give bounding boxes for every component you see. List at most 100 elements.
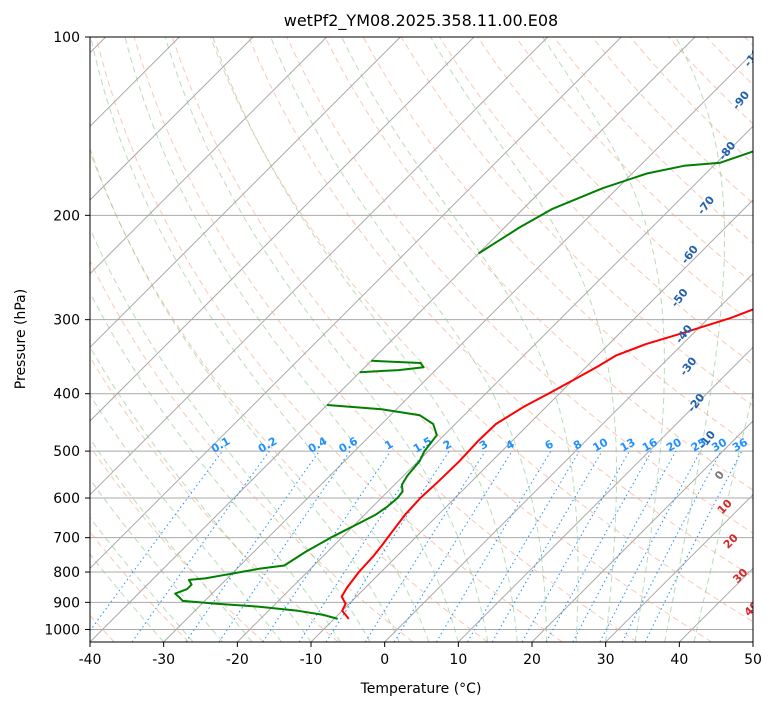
y-tick-label: 600 [53, 491, 80, 507]
chart-title: wetPf2_YM08.2025.358.11.00.E08 [284, 11, 558, 31]
dry-adiabat-label: -20 [685, 391, 708, 415]
isotherm-line [384, 272, 753, 642]
isotherm-line [90, 37, 549, 496]
dry-adiabat-label: -90 [730, 88, 753, 112]
x-axis: -40 -30 -20 -10 0 10 20 30 40 50 [79, 642, 762, 668]
moist-adiabat-label: 20 [721, 531, 741, 551]
dry-adiabat-label: -50 [668, 286, 691, 310]
mixing-ratio-line [467, 450, 580, 642]
isotherm-line [90, 37, 328, 275]
mixing-ratio-line [435, 450, 552, 642]
dry-adiabat-label: -60 [679, 243, 702, 267]
moist-adiabat-line [664, 37, 726, 642]
dry-adiabat-line [133, 37, 638, 642]
dewpoint-profile-line [477, 150, 753, 255]
moist-adiabat-line [542, 37, 665, 642]
mixing-ratio-line [364, 450, 486, 642]
y-tick-label: 900 [53, 595, 80, 611]
dry-adiabat-line [90, 259, 414, 642]
moist-adiabat-line [212, 37, 518, 642]
moist-adiabat-label: 30 [730, 566, 750, 586]
mixing-ratio-line [298, 450, 425, 642]
dry-adiabat-line [515, 37, 753, 284]
y-tick-label: 100 [53, 30, 80, 46]
mixing-ratio-line [599, 450, 701, 642]
y-tick-label: 200 [53, 208, 80, 224]
moist-adiabat-line [90, 553, 165, 642]
isotherm-line [90, 37, 622, 570]
dewpoint-profile-line [174, 404, 438, 620]
mixing-ratio-label: 2 [441, 438, 454, 453]
dry-adiabat-line [477, 37, 753, 325]
isotherm-line [90, 37, 254, 201]
mixing-ratio-line [521, 450, 630, 642]
dry-adiabat-line [90, 445, 264, 642]
moist-adiabat-line [430, 37, 617, 642]
mixing-ratio-label: 1 [382, 438, 395, 453]
x-tick-label: -30 [152, 652, 175, 668]
dry-adiabat-line [171, 37, 712, 642]
mixing-ratio-line [393, 450, 513, 642]
dry-adiabat-line [210, 37, 753, 623]
y-tick-label: 800 [53, 565, 80, 581]
y-tick-label: 300 [53, 313, 80, 329]
moist-adiabat-line [90, 37, 430, 642]
moist-adiabat-line [341, 37, 579, 642]
dry-adiabat-line [324, 37, 753, 491]
background-lines [90, 37, 753, 642]
moist-adiabat-line [90, 478, 223, 642]
dry-adiabat-line [90, 150, 488, 642]
moist-adiabat-line [90, 345, 312, 642]
isotherm-line [90, 37, 475, 422]
moist-adiabat-line [90, 227, 371, 642]
series-lines [174, 150, 753, 620]
dry-adiabat-label: -100 [741, 40, 768, 70]
isotherm-line [531, 420, 753, 642]
dry-adiabat-label: -40 [673, 322, 696, 346]
mixing-ratio-label: 16 [640, 435, 660, 454]
plot-area: 0.1 0.2 0.4 0.6 1 1.5 2 3 4 6 8 10 13 16 20 25 30 36 -100… [90, 37, 768, 642]
moist-adiabat-line [90, 147, 400, 642]
mixing-ratio-label: 0.1 [209, 435, 232, 456]
plot-frame [89, 36, 754, 643]
isotherm-line [678, 567, 753, 642]
mixing-ratio-label: 0.6 [337, 434, 361, 455]
moist-adiabat-line [90, 394, 282, 642]
dry-adiabat-line [744, 37, 753, 47]
dry-adiabat-line [95, 37, 563, 642]
mixing-ratio-label: 10 [590, 435, 610, 454]
mixing-ratio-label: 6 [543, 437, 556, 452]
x-tick-label: -10 [300, 652, 323, 668]
moist-adiabat-line [270, 37, 548, 642]
moist-adiabat-line [90, 437, 253, 642]
dewpoint-profile-line [359, 359, 425, 374]
moist-adiabat-line [90, 291, 341, 642]
x-axis-title: Temperature (°C) [360, 681, 482, 697]
x-tick-label: 10 [449, 652, 467, 668]
moist-adiabat-label: 10 [715, 497, 735, 517]
dry-adiabat-line [286, 37, 753, 534]
moist-adiabat-line [90, 516, 194, 642]
x-tick-label: -40 [79, 652, 102, 668]
isotherm-line [605, 493, 753, 642]
mixing-ratio-line [545, 450, 653, 642]
mixing-ratio-line [185, 450, 320, 642]
mixing-ratio-line [218, 450, 351, 642]
dry-adiabat-line [248, 37, 753, 578]
isotherm-line [90, 37, 696, 642]
moist-adiabat-label: 40 [742, 599, 762, 619]
mixing-ratio-labels: 0.1 0.2 0.4 0.6 1 1.5 2 3 4 6 8 10 13 16 20 25 30 36 [209, 434, 750, 455]
temperature-profile-line [340, 308, 753, 620]
dry-adiabat-line [438, 37, 753, 366]
isotherm-line [457, 346, 753, 642]
y-tick-label: 400 [53, 387, 80, 403]
y-axis: 100 200 300 400 500 600 700 800 900 1000 [44, 30, 90, 638]
dry-adiabat-label: -30 [677, 354, 700, 378]
mixing-ratio-line [262, 450, 392, 642]
x-tick-label: 30 [597, 652, 615, 668]
isotherm-line [163, 51, 753, 642]
isotherm-line [752, 641, 753, 642]
x-tick-label: 40 [670, 652, 688, 668]
